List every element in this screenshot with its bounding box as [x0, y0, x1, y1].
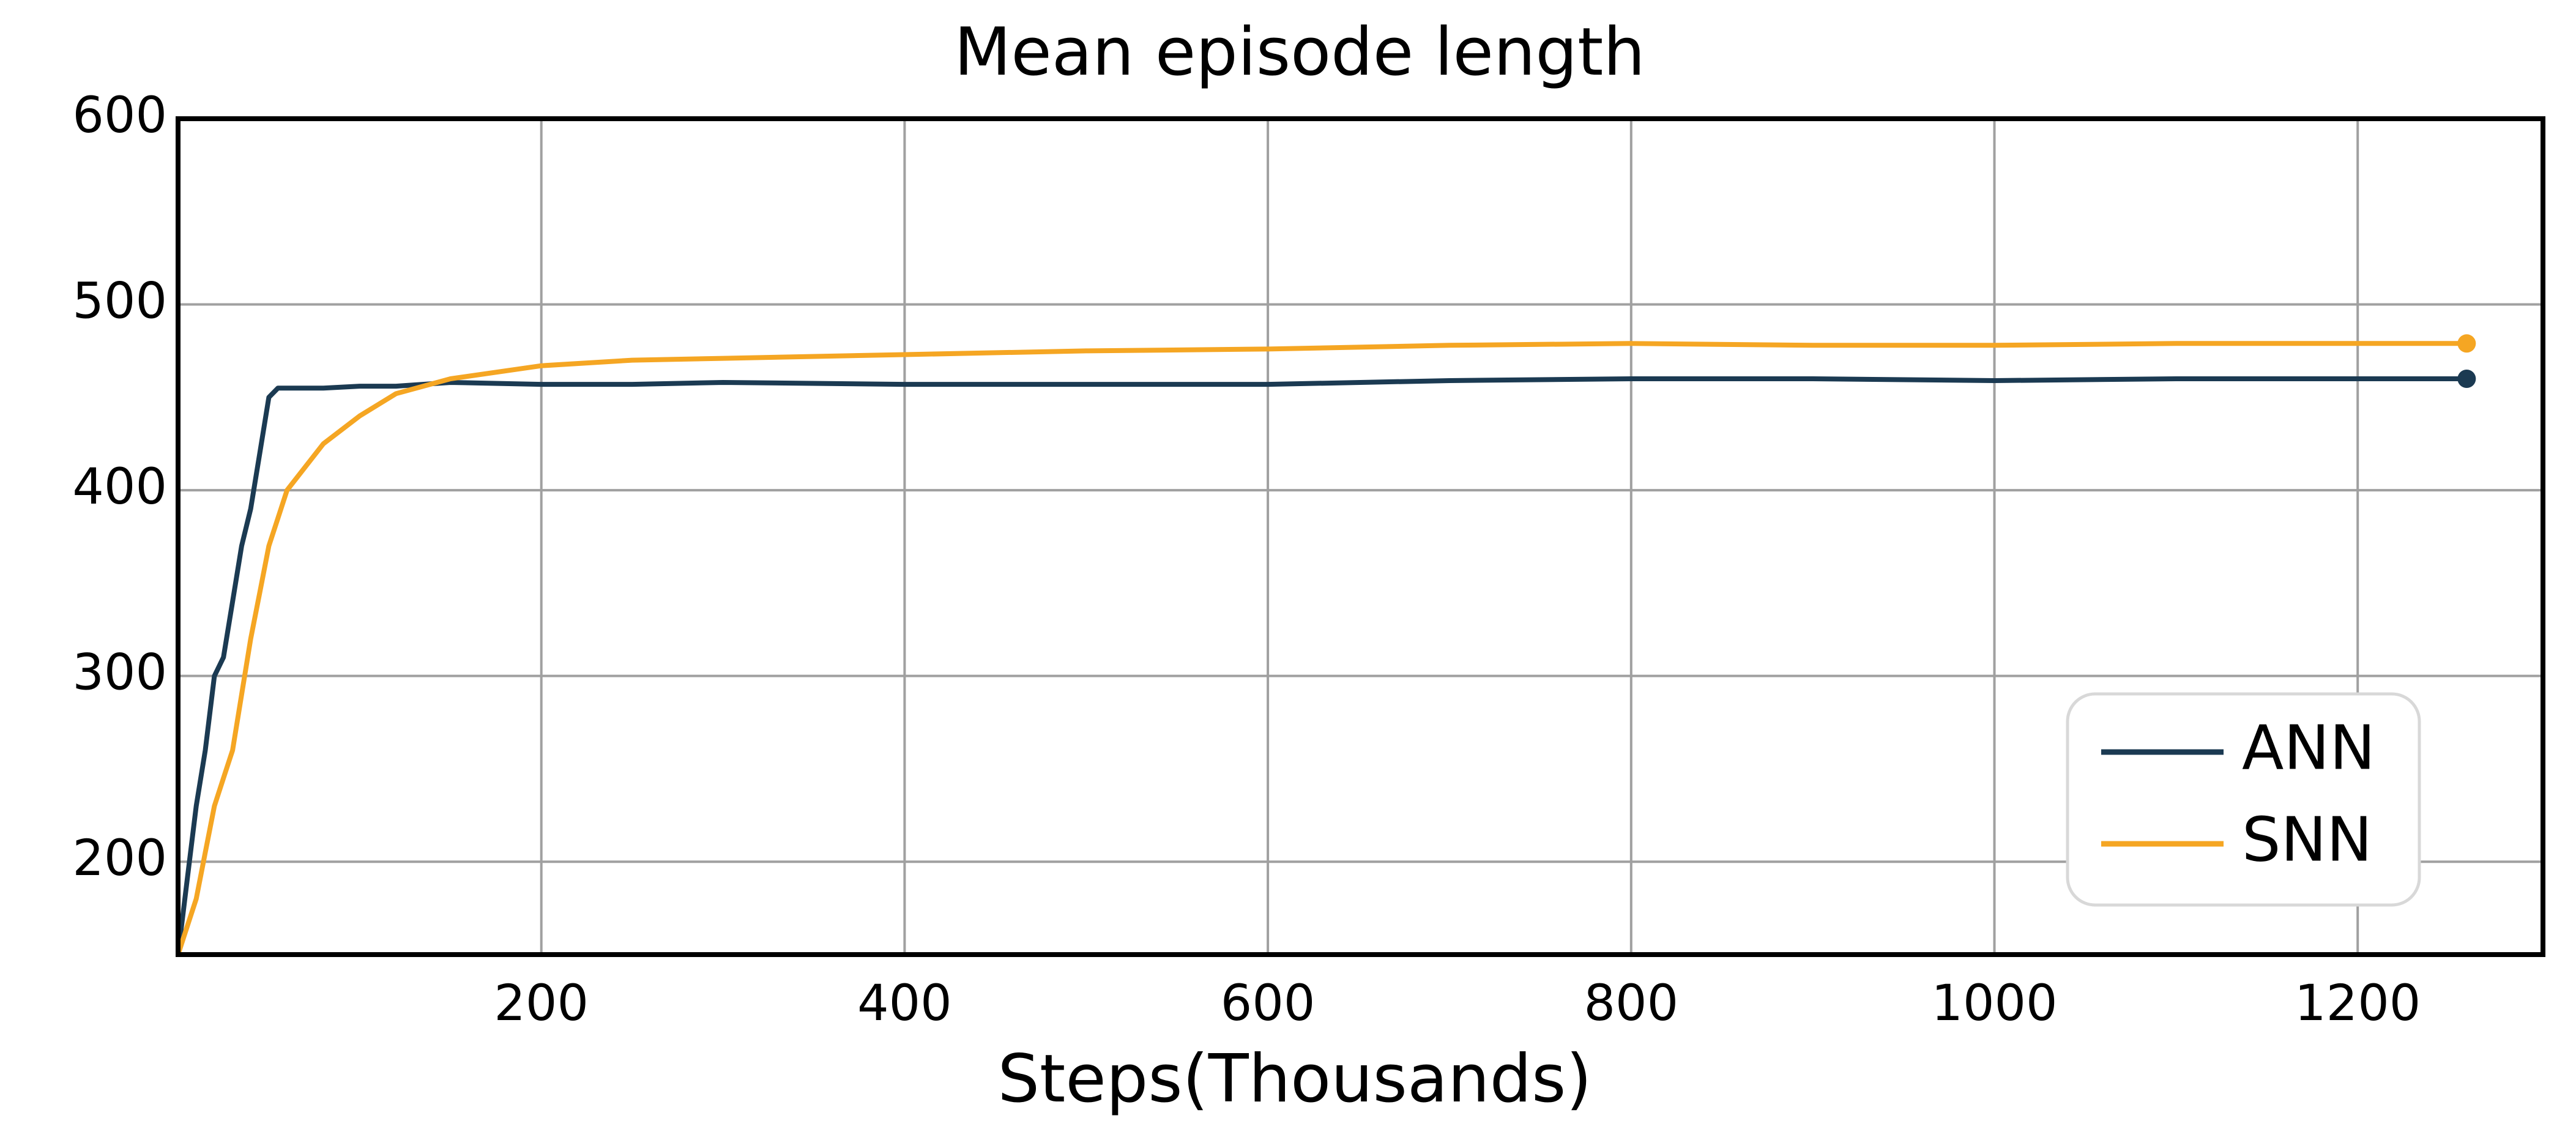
x-tick-label: 800 — [1584, 975, 1679, 1032]
legend-label: SNN — [2242, 803, 2372, 875]
chart-title: Mean episode length — [954, 14, 1645, 91]
x-axis-label: Steps(Thousands) — [997, 1041, 1591, 1117]
x-tick-label: 1000 — [1931, 975, 2057, 1032]
y-tick-label: 300 — [72, 644, 167, 702]
x-tick-label: 1200 — [2295, 975, 2421, 1032]
legend-label: ANN — [2242, 712, 2375, 783]
legend: ANN SNN — [2066, 692, 2421, 907]
y-tick-label: 400 — [72, 458, 167, 516]
y-tick-label: 500 — [72, 273, 167, 330]
x-tick-label: 200 — [494, 975, 589, 1032]
y-tick-label: 200 — [72, 830, 167, 887]
end-marker — [2457, 334, 2476, 353]
legend-box — [2066, 692, 2421, 907]
line — [176, 341, 2467, 956]
x-tick-label: 400 — [857, 975, 952, 1032]
x-tick-label: 600 — [1221, 975, 1316, 1032]
end-marker — [2457, 369, 2476, 388]
line — [176, 376, 2467, 955]
y-tick-label: 600 — [72, 87, 167, 144]
plot-frame — [176, 116, 2545, 957]
